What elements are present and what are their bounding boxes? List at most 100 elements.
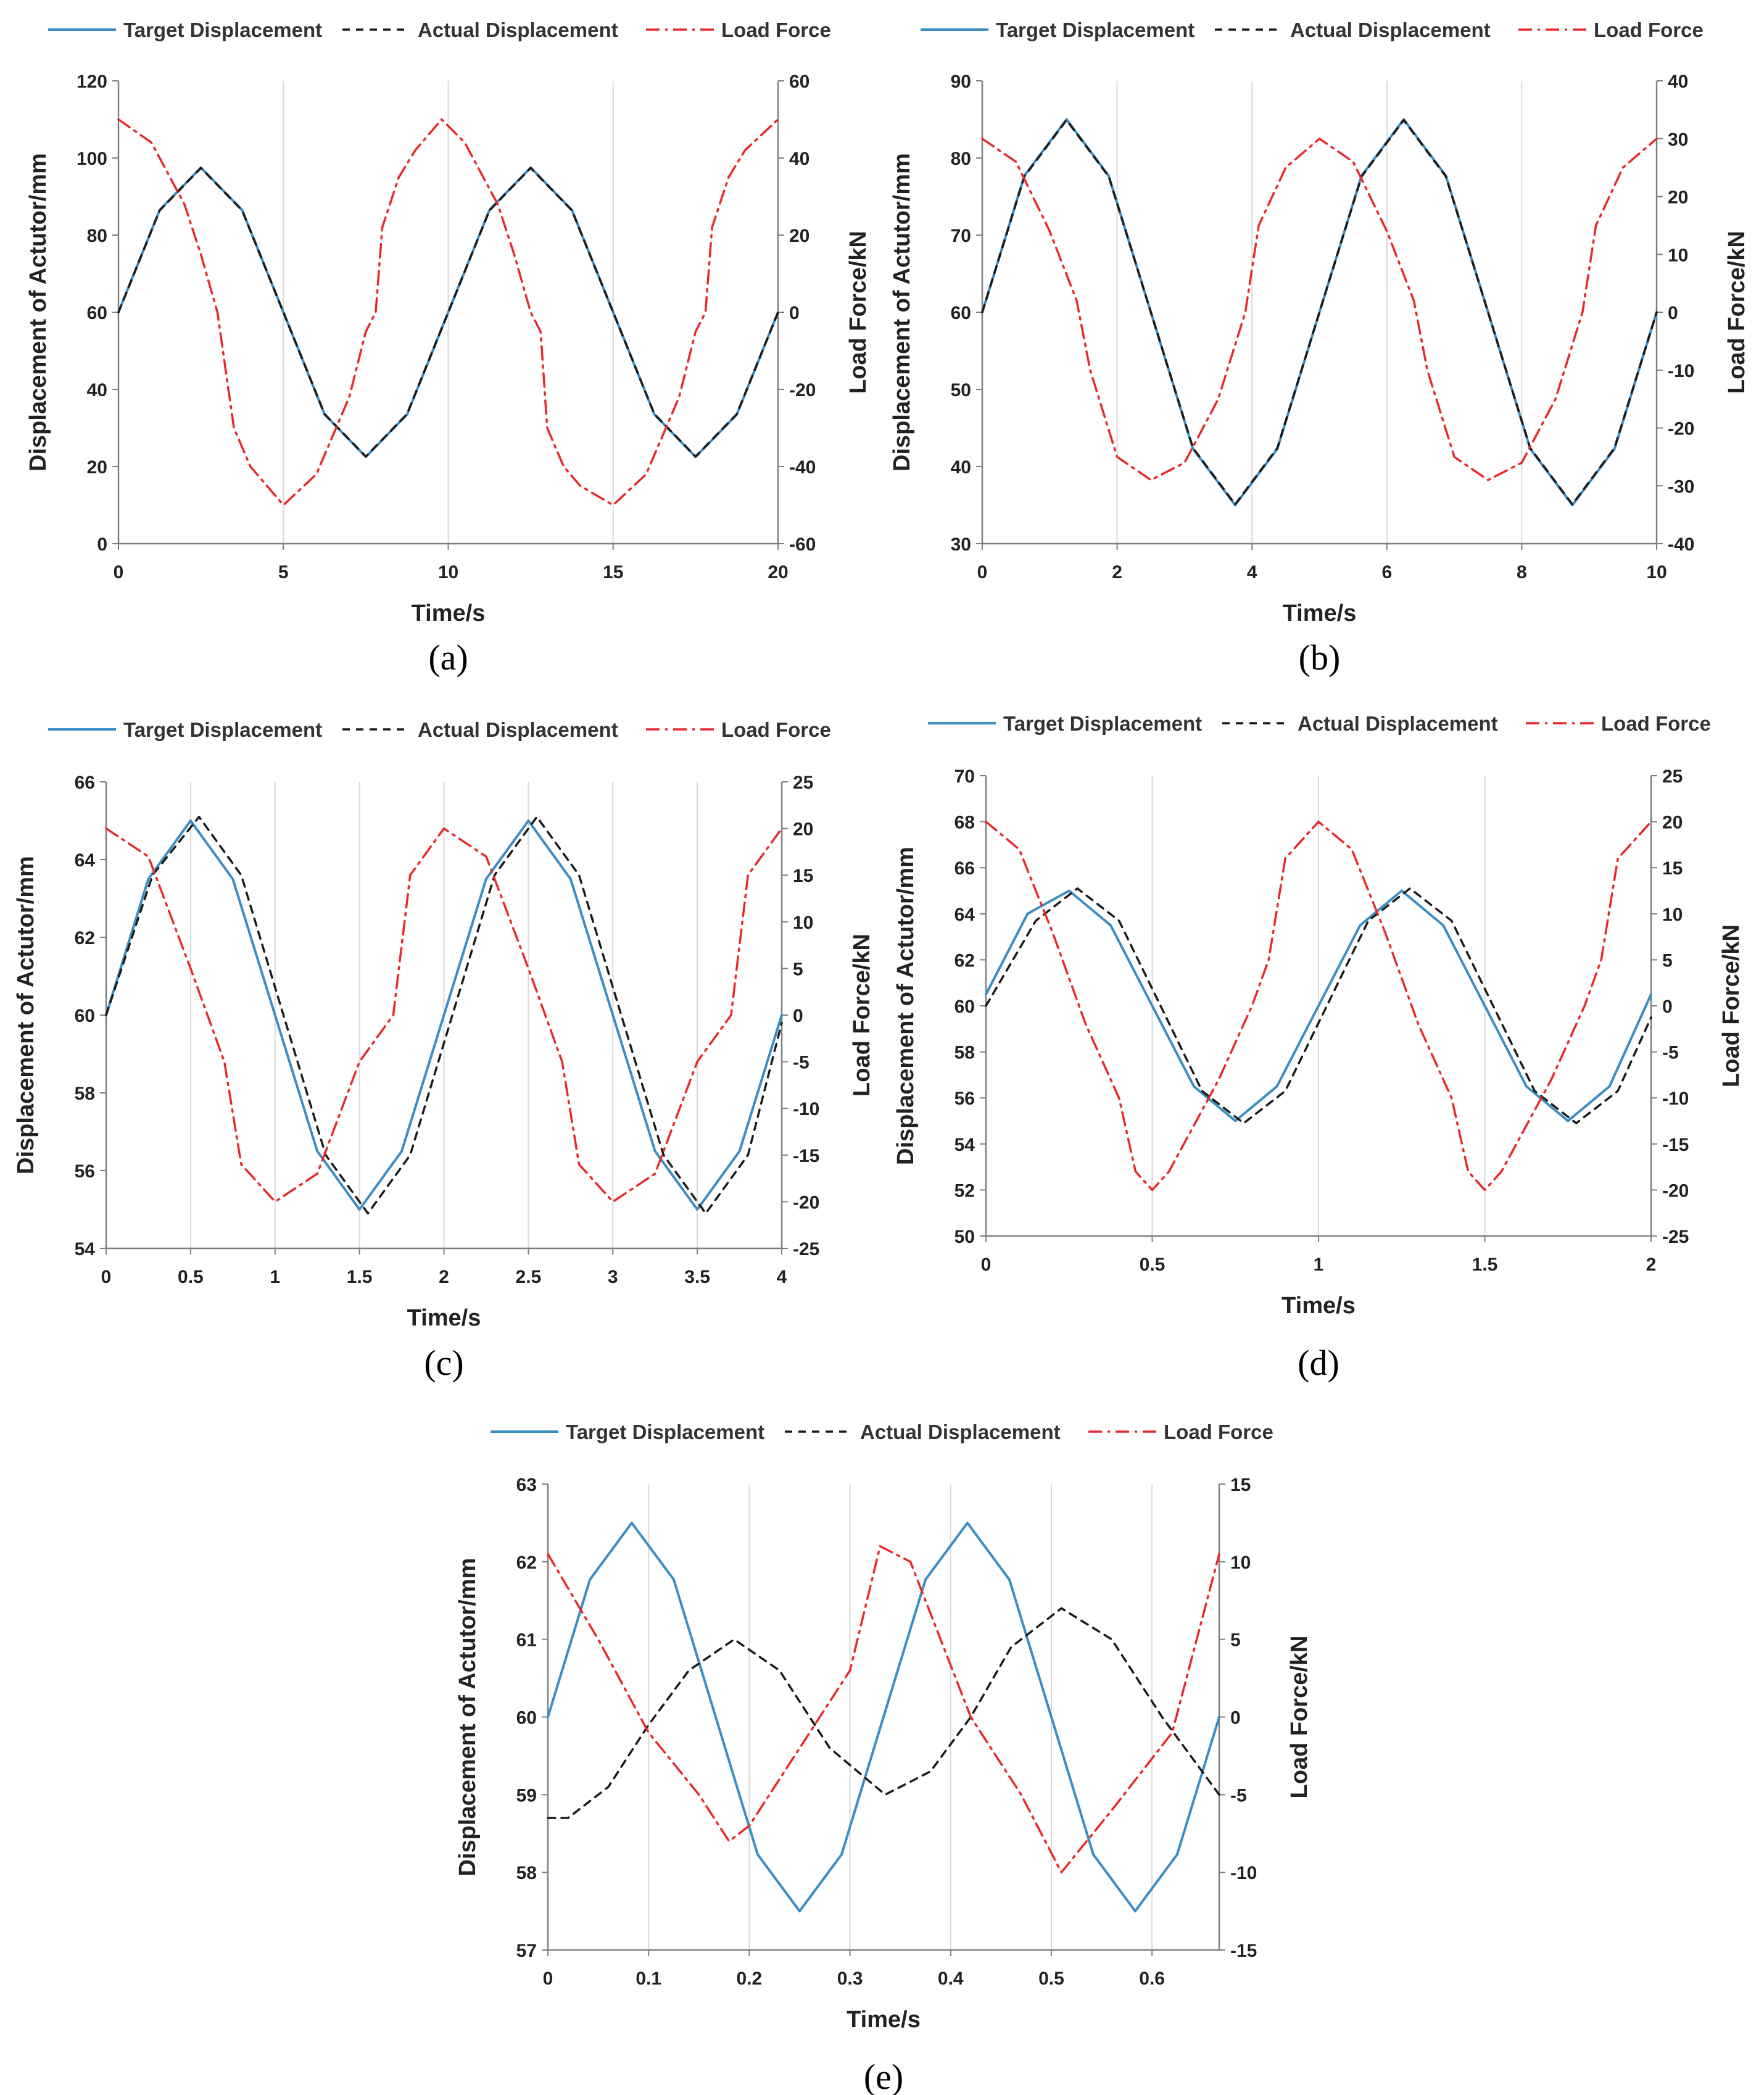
- panel-label: (d): [1298, 1343, 1340, 1383]
- series-line-actual-displacement: [105, 815, 783, 1215]
- y-tick-label: 54: [75, 1239, 96, 1259]
- x-axis-title: Time/s: [1282, 1293, 1356, 1319]
- y-axis-title: Displacement of Actutor/mm: [13, 856, 39, 1174]
- y2-tick-label: 15: [793, 866, 813, 886]
- y-axis-title: Displacement of Actutor/mm: [889, 153, 915, 471]
- y2-tick-label: 20: [789, 226, 810, 246]
- y2-tick-label: 10: [1668, 245, 1688, 265]
- y-tick-label: 20: [87, 457, 107, 478]
- x-tick-label: 0.3: [837, 1968, 863, 1989]
- y2-axis-title: Load Force/kN: [849, 934, 875, 1097]
- x-tick-label: 2: [1112, 562, 1122, 583]
- series-line-load-force: [105, 827, 783, 1203]
- y2-tick-label: -60: [789, 534, 816, 555]
- y-tick-label: 62: [75, 928, 95, 948]
- x-tick-label: 0: [114, 562, 124, 583]
- legend-label: Actual Displacement: [1290, 19, 1491, 41]
- x-tick-label: 5: [278, 562, 289, 583]
- chart-panel-b: 30 40 50 60 70 80 90 -40 -30 -20 -10 0 10 20 30 40 0 2 4 6 8…: [889, 19, 1750, 678]
- y2-tick-label: 5: [793, 959, 803, 979]
- y2-tick-label: -15: [793, 1146, 819, 1166]
- y2-tick-label: 30: [1668, 130, 1688, 150]
- x-tick-label: 20: [768, 562, 788, 583]
- x-tick-label: 15: [603, 562, 623, 583]
- legend-label: Target Displacement: [996, 19, 1195, 41]
- y-tick-label: 60: [951, 303, 971, 323]
- chart-panel-a: 0 20 40 60 80 100 120 -60 -40 -20 0 20 40 60 0 5 10 15 20 T…: [25, 19, 871, 678]
- y2-tick-label: 0: [1662, 997, 1673, 1017]
- legend-label: Actual Displacement: [860, 1421, 1061, 1443]
- y2-tick-label: -5: [1230, 1785, 1247, 1806]
- chart-legend: Target Displacement Actual Displacement Lo…: [48, 718, 831, 741]
- y-tick-label: 0: [97, 534, 107, 555]
- x-tick-label: 2: [1646, 1255, 1657, 1275]
- series-line-load-force: [547, 1545, 1220, 1873]
- y2-tick-label: -20: [1668, 419, 1694, 439]
- y-tick-label: 60: [75, 1006, 95, 1026]
- y2-tick-label: -40: [789, 457, 816, 478]
- y-axis-title: Displacement of Actutor/mm: [25, 153, 51, 471]
- y2-tick-label: -5: [793, 1053, 810, 1073]
- y-tick-label: 40: [87, 380, 107, 400]
- y-tick-label: 54: [954, 1135, 975, 1155]
- y-tick-label: 68: [954, 813, 975, 833]
- y-tick-label: 58: [954, 1043, 975, 1063]
- y-tick-label: 66: [75, 773, 95, 793]
- y2-tick-label: 5: [1662, 950, 1673, 971]
- x-axis-title: Time/s: [1283, 600, 1357, 626]
- legend-label: Load Force: [721, 19, 831, 41]
- y2-tick-label: 0: [1230, 1708, 1241, 1728]
- y-tick-label: 56: [954, 1089, 975, 1109]
- y-tick-label: 56: [75, 1161, 95, 1182]
- y2-tick-label: -25: [1662, 1227, 1689, 1247]
- y-tick-label: 64: [954, 905, 975, 925]
- y2-tick-label: 0: [793, 1006, 803, 1026]
- legend-label: Load Force: [721, 718, 831, 741]
- y-tick-label: 66: [954, 858, 975, 879]
- y2-tick-label: 20: [1668, 188, 1688, 208]
- x-tick-label: 0.5: [1140, 1255, 1166, 1275]
- y2-tick-label: 25: [1662, 766, 1683, 787]
- y-tick-label: 58: [516, 1863, 537, 1883]
- y-tick-label: 70: [951, 226, 971, 246]
- chart-panel-e: 57 58 59 60 61 62 63 -15 -10 -5 0 5 10 15 0 0.1 0.2 0.3 0.…: [455, 1421, 1312, 2095]
- y2-tick-label: -15: [1662, 1135, 1689, 1155]
- y-tick-label: 61: [516, 1630, 537, 1651]
- x-tick-label: 2.5: [516, 1267, 542, 1287]
- x-tick-label: 0.2: [737, 1968, 763, 1989]
- x-tick-label: 0.4: [938, 1968, 964, 1989]
- y2-tick-label: 0: [1668, 303, 1678, 323]
- x-tick-label: 0: [981, 1255, 992, 1275]
- panel-label: (a): [428, 637, 468, 678]
- legend-label: Target Displacement: [1003, 712, 1202, 735]
- y2-tick-label: -20: [1662, 1180, 1689, 1201]
- x-tick-label: 0.6: [1139, 1968, 1165, 1989]
- y-tick-label: 90: [951, 72, 971, 92]
- y2-tick-label: 5: [1230, 1630, 1241, 1651]
- y-tick-label: 60: [87, 303, 107, 323]
- chart-legend: Target Displacement Actual Displacement Lo…: [921, 19, 1704, 41]
- y2-tick-label: 15: [1230, 1475, 1251, 1495]
- x-tick-label: 1: [1314, 1255, 1324, 1275]
- y-tick-label: 120: [77, 72, 107, 92]
- y-tick-label: 100: [77, 149, 107, 169]
- y2-tick-label: 25: [793, 773, 813, 793]
- x-tick-label: 1.5: [347, 1267, 373, 1287]
- legend-label: Target Displacement: [123, 718, 322, 741]
- x-tick-label: 0.5: [178, 1267, 204, 1287]
- series-line-actual-displacement: [547, 1607, 1220, 1819]
- y2-tick-label: -20: [789, 380, 816, 400]
- legend-label: Actual Displacement: [1298, 712, 1498, 735]
- y2-tick-label: 20: [793, 819, 813, 840]
- series-line-actual-displacement: [117, 167, 779, 458]
- x-tick-label: 1.5: [1472, 1255, 1498, 1275]
- y-tick-label: 52: [954, 1180, 975, 1201]
- y-tick-label: 30: [951, 534, 971, 555]
- y-axis-title: Displacement of Actutor/mm: [893, 847, 919, 1165]
- y2-tick-label: 10: [793, 913, 813, 933]
- series-line-target-displacement: [547, 1521, 1220, 1913]
- y2-tick-label: 60: [789, 72, 810, 92]
- x-tick-label: 2: [439, 1267, 449, 1287]
- x-tick-label: 3: [608, 1267, 618, 1287]
- legend-label: Load Force: [1601, 712, 1711, 735]
